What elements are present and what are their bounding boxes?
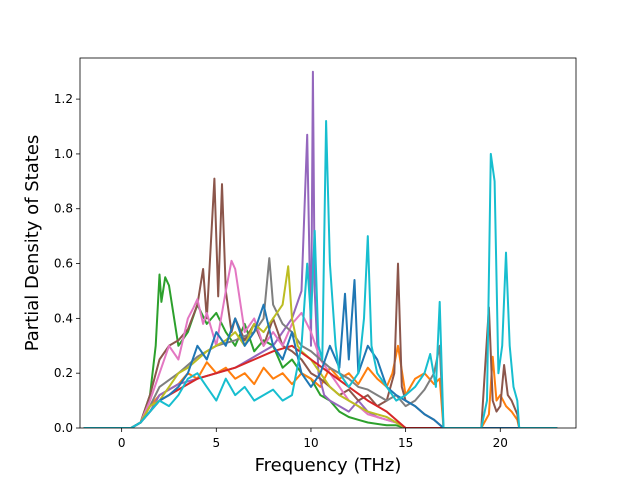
y-tick-label: 0.0 — [54, 421, 73, 435]
y-tick-label: 0.2 — [54, 366, 73, 380]
x-axis-label: Frequency (THz) — [255, 455, 402, 476]
y-tick-label: 0.8 — [54, 202, 73, 216]
series-layer — [83, 70, 558, 428]
x-tick-label: 15 — [398, 436, 413, 450]
x-axis-ticks: 0 5 10 15 20 — [118, 428, 508, 450]
x-tick-label: 0 — [118, 436, 126, 450]
series-line-9 — [83, 279, 558, 428]
axes-frame — [79, 57, 577, 429]
series-line-1 — [83, 273, 558, 428]
series-line-10 — [83, 120, 558, 428]
y-axis-ticks: 0.0 0.2 0.4 0.6 0.8 1.0 1.2 — [54, 92, 80, 435]
y-tick-label: 1.2 — [54, 92, 73, 106]
y-tick-label: 1.0 — [54, 147, 73, 161]
y-axis-label: Partial Density of States — [22, 135, 43, 352]
y-tick-label: 0.4 — [54, 311, 73, 325]
x-tick-label: 20 — [493, 436, 508, 450]
series-line-7 — [83, 265, 558, 428]
series-line-4 — [83, 177, 558, 428]
series-line-6 — [83, 257, 558, 428]
series-line-2 — [83, 344, 558, 428]
x-tick-label: 5 — [212, 436, 220, 450]
y-tick-label: 0.6 — [54, 257, 73, 271]
x-tick-label: 10 — [303, 436, 318, 450]
